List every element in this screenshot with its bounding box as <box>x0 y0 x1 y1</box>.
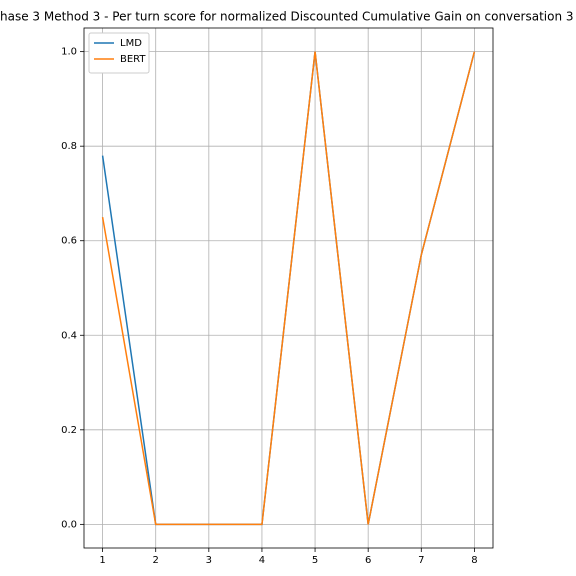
x-tick-label: 8 <box>471 555 477 566</box>
plot-frame <box>83 27 494 549</box>
x-tick-label: 1 <box>99 555 105 566</box>
y-tick-label: 0.6 <box>61 236 77 247</box>
x-tick-label: 7 <box>418 555 424 566</box>
y-tick-label: 1.0 <box>61 47 77 58</box>
y-tick-label: 0.0 <box>61 519 77 530</box>
x-tick-label: 4 <box>259 555 265 566</box>
legend-label: LMD <box>120 38 142 49</box>
line <box>101 51 476 526</box>
x-tick-label: 6 <box>365 555 371 566</box>
chart-title: hase 3 Method 3 - Per turn score for nor… <box>0 10 574 24</box>
legend-label: BERT <box>120 54 146 65</box>
y-tick-label: 0.8 <box>61 141 77 152</box>
y-tick-label: 0.2 <box>61 425 77 436</box>
x-tick-label: 2 <box>153 555 159 566</box>
x-tick-label: 5 <box>312 555 318 566</box>
x-tick-label: 3 <box>206 555 212 566</box>
y-tick-label: 0.4 <box>61 330 77 341</box>
